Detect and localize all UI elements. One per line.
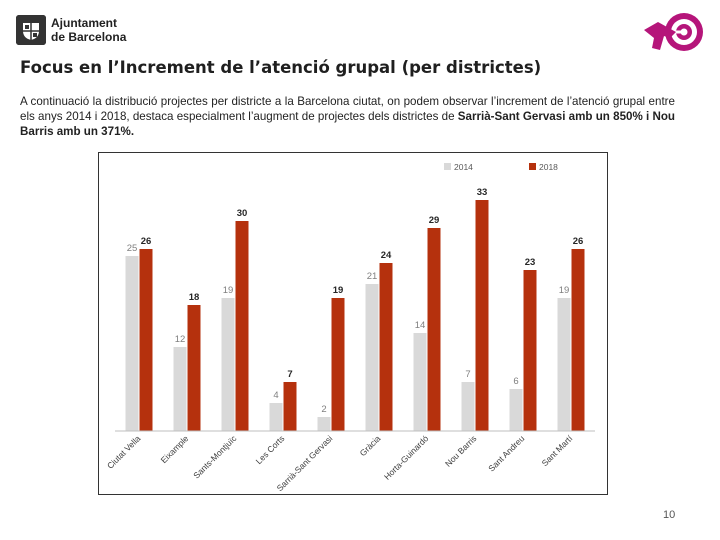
data-label-2014-3: 4 [273,390,278,401]
data-label-2018-4: 19 [333,285,344,296]
bar-2014-gr-cia [365,284,379,431]
tick-label-1: Eixample [159,433,191,465]
tick-label-7: Nou Barris [443,433,478,468]
data-label-2014-5: 21 [367,271,378,282]
bar-2018-sarri-sant-gervasi [331,298,345,431]
data-label-2018-5: 24 [381,250,392,261]
chart-tick-labels: Ciutat Vella Eixample Sants-Montjuïc Les Co… [105,433,575,493]
bar-2014-sarri-sant-gervasi [317,417,331,431]
data-label-2014-9: 19 [559,285,570,296]
data-label-2014-1: 12 [175,334,186,345]
bar-2014-horta-guinard- [413,333,427,431]
intro-highlight: Sarrià-Sant Gervasi amb un 850% i Nou Ba… [20,110,675,138]
bar-2018-horta-guinard- [427,228,441,431]
data-label-2014-8: 6 [513,376,518,387]
tick-label-6: Horta-Guinardó [382,433,431,482]
legend-swatch-2018 [529,163,536,170]
bar-2018-sant-andreu [523,270,537,431]
ajuntament-logo: Ajuntament de Barcelona [16,15,136,47]
bar-2018-sants-montju-c [235,221,249,431]
chart-frame: 2014 2018 25 26 12 18 19 30 4 7 2 19 21 24 14 29 7 33 6 23… [98,152,608,495]
legend-swatch-2014 [444,163,451,170]
bar-2018-gr-cia [379,263,393,431]
page-number: 10 [663,509,676,521]
bar-2018-ciutat-vella [139,249,153,431]
data-label-2014-2: 19 [223,285,234,296]
chart-bars [125,200,585,431]
data-label-2018-0: 26 [141,236,152,247]
data-label-2018-1: 18 [189,292,200,303]
intro-text: A continuació la distribució projectes p… [20,95,675,123]
intro-paragraph: A continuació la distribució projectes p… [20,94,675,139]
bar-2014-les-corts [269,403,283,431]
data-label-2014-6: 14 [415,320,426,331]
tick-label-9: Sant Martí [540,433,575,468]
data-label-2018-8: 23 [525,257,536,268]
bar-2014-sant-andreu [509,389,523,431]
tick-label-2: Sants-Montjuïc [191,433,239,481]
tick-label-0: Ciutat Vella [105,433,143,471]
bar-2018-sant-mart- [571,249,585,431]
data-label-2018-7: 33 [477,187,488,198]
data-label-2014-4: 2 [321,404,326,415]
legend-label-2018: 2018 [539,162,558,172]
tick-label-3: Les Corts [254,433,287,466]
bar-2014-nou-barris [461,382,475,431]
data-label-2018-9: 26 [573,236,584,247]
data-label-2018-3: 7 [287,369,292,380]
data-label-2018-2: 30 [237,208,248,219]
bar-2014-ciutat-vella [125,256,139,431]
org-name-line1: Ajuntament [51,16,117,30]
barcelona-shield-icon [16,15,46,45]
bar-2014-sant-mart- [557,298,571,431]
legend-label-2014: 2014 [454,162,473,172]
bar-2014-sants-montju-c [221,298,235,431]
tick-label-5: Gràcia [358,433,383,458]
data-label-2018-6: 29 [429,215,440,226]
bar-chart: 2014 2018 2526121819304721921241429733623… [105,162,595,493]
tick-label-8: Sant Andreu [486,433,526,473]
bar-2014-eixample [173,347,187,431]
target-icon [640,10,706,54]
page-title: Focus en l’Increment de l’atenció grupal… [20,58,542,77]
chart-legend: 2014 2018 [444,162,558,172]
org-name-line2: de Barcelona [51,30,127,44]
bar-2018-eixample [187,305,201,431]
data-label-2014-0: 25 [127,243,138,254]
bar-2018-les-corts [283,382,297,431]
bar-2018-nou-barris [475,200,489,431]
data-label-2014-7: 7 [465,369,470,380]
